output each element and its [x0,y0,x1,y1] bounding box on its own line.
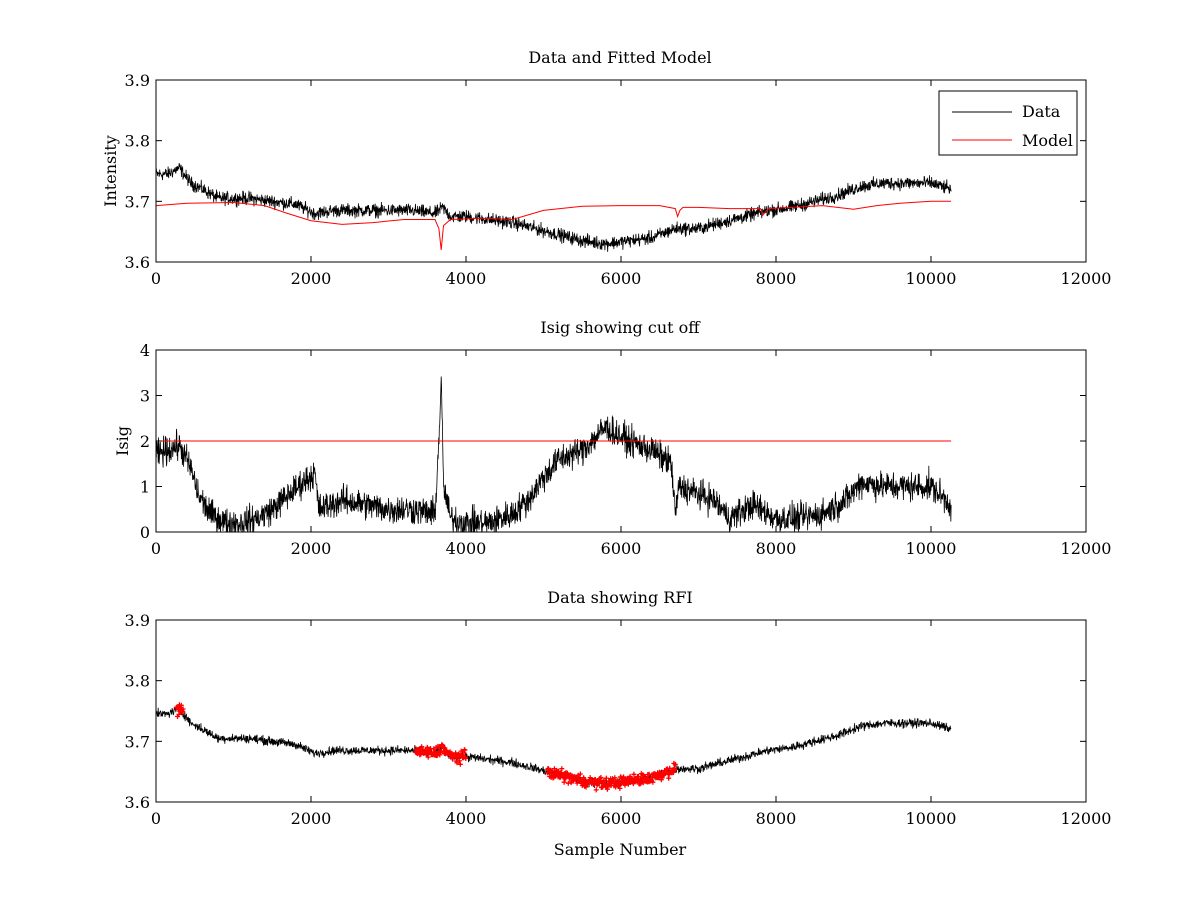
x-tick-label: 12000 [1061,269,1112,288]
y-tick-label: 3.7 [125,732,150,751]
x-tick-label: 12000 [1061,539,1112,558]
x-tick-label: 10000 [906,269,957,288]
panel-1-plot-area [155,163,952,252]
panel-3-xlabel: Sample Number [554,840,687,859]
x-tick-label: 2000 [291,539,332,558]
rfi-markers-1 [413,742,469,767]
x-tick-label: 4000 [446,809,487,828]
panel-3-plot-area [155,702,952,793]
rfi-markers-2 [544,760,678,793]
x-tick-label: 10000 [906,809,957,828]
x-tick-label: 0 [151,269,161,288]
x-tick-label: 4000 [446,539,487,558]
panel-2-title: Isig showing cut off [540,318,701,337]
y-tick-label: 3.6 [125,253,150,272]
legend-box [938,90,1078,156]
panel-1: Data and Fitted Model Intensity 0 2000 400… [101,48,1111,288]
series-data-0 [155,163,952,252]
y-tick-label: 0 [140,523,150,542]
panel-1-ylabel: Intensity [101,135,120,207]
panel-1-axes: 0 2000 4000 6000 8000 10000 12000 3.6 3.7 3.8 3.9 [125,71,1112,288]
x-tick-label: 6000 [601,809,642,828]
y-tick-label: 3.7 [125,192,150,211]
y-tick-label: 1 [140,478,150,497]
y-tick-label: 3 [140,387,150,406]
panel-1-legend: Data Model [938,90,1078,156]
y-tick-label: 3.6 [125,793,150,812]
x-tick-label: 8000 [756,269,797,288]
panel-2-plot-area [155,376,952,533]
x-tick-label: 2000 [291,809,332,828]
x-tick-label: 4000 [446,269,487,288]
legend-label-model: Model [1022,131,1073,150]
x-tick-label: 6000 [601,269,642,288]
series-line-1 [155,200,952,250]
x-tick-label: 0 [151,539,161,558]
series-data-0 [155,376,952,533]
panel-3-axes: 0 2000 4000 6000 8000 10000 12000 3.6 3.7 3.8 3.9 [125,611,1112,828]
y-tick-label: 3.9 [125,71,150,90]
x-tick-label: 0 [151,809,161,828]
x-tick-label: 8000 [756,809,797,828]
panel-2-axes: 0 2000 4000 6000 8000 10000 12000 0 1 2 3 4 [140,341,1112,558]
x-tick-label: 2000 [291,269,332,288]
panel-1-title: Data and Fitted Model [528,48,711,67]
panel-2-ylabel: Isig [113,426,132,456]
x-tick-label: 12000 [1061,809,1112,828]
panel-2: Isig showing cut off Isig 0 2000 4000 6000 8… [113,318,1111,558]
y-tick-label: 2 [140,432,150,451]
y-tick-label: 4 [140,341,150,360]
panel-3: Data showing RFI 0 2000 4000 6000 8000 10000 1… [125,588,1112,859]
y-tick-label: 3.8 [125,672,150,691]
x-tick-label: 8000 [756,539,797,558]
rfi-markers-0 [173,702,186,719]
y-tick-label: 3.9 [125,611,150,630]
x-tick-label: 6000 [601,539,642,558]
y-tick-label: 3.8 [125,132,150,151]
panel-3-title: Data showing RFI [547,588,692,607]
x-tick-label: 10000 [906,539,957,558]
legend-label-data: Data [1022,102,1061,121]
